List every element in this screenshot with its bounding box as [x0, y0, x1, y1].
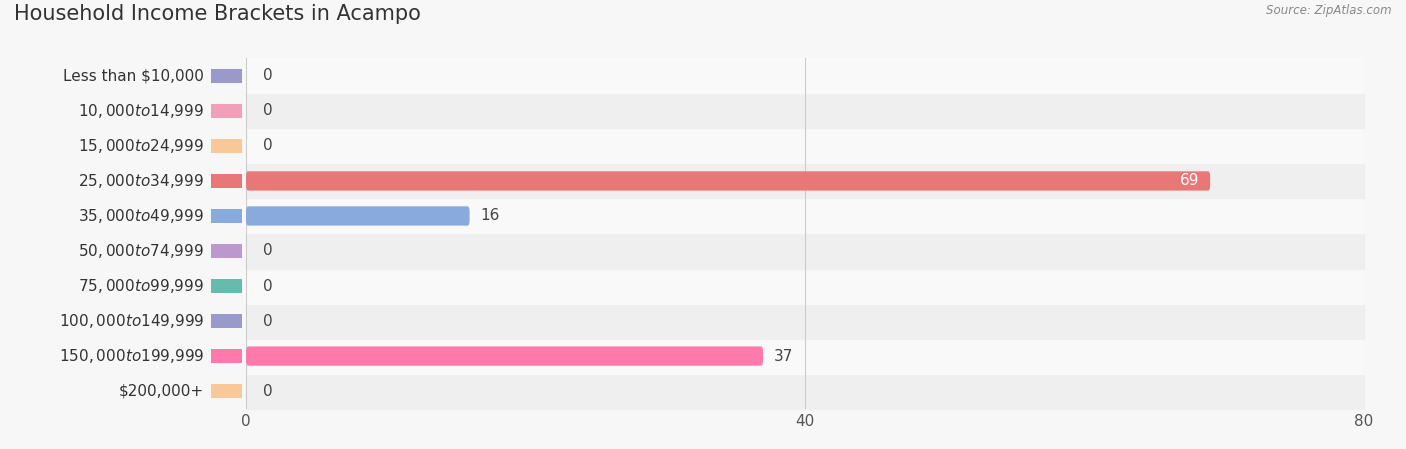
Text: 69: 69 — [1180, 173, 1199, 189]
Text: 37: 37 — [775, 348, 793, 364]
Text: Less than $10,000: Less than $10,000 — [63, 68, 204, 84]
Text: Household Income Brackets in Acampo: Household Income Brackets in Acampo — [14, 4, 420, 25]
FancyBboxPatch shape — [208, 243, 245, 259]
Bar — [246, 58, 1364, 93]
Text: 0: 0 — [263, 68, 273, 84]
Bar — [246, 374, 1364, 409]
Text: $200,000+: $200,000+ — [118, 383, 204, 399]
FancyBboxPatch shape — [208, 278, 245, 294]
Text: Source: ZipAtlas.com: Source: ZipAtlas.com — [1267, 4, 1392, 18]
Bar — [246, 163, 1364, 198]
Text: $150,000 to $199,999: $150,000 to $199,999 — [59, 347, 204, 365]
Text: $10,000 to $14,999: $10,000 to $14,999 — [77, 102, 204, 120]
FancyBboxPatch shape — [208, 348, 245, 364]
FancyBboxPatch shape — [208, 313, 245, 329]
FancyBboxPatch shape — [246, 207, 470, 225]
Bar — [246, 269, 1364, 304]
Text: 0: 0 — [263, 383, 273, 399]
Bar — [246, 198, 1364, 233]
Bar — [246, 128, 1364, 163]
Bar — [246, 93, 1364, 128]
FancyBboxPatch shape — [208, 208, 245, 224]
Text: $100,000 to $149,999: $100,000 to $149,999 — [59, 312, 204, 330]
FancyBboxPatch shape — [246, 347, 763, 365]
FancyBboxPatch shape — [246, 172, 1211, 190]
Text: $35,000 to $49,999: $35,000 to $49,999 — [77, 207, 204, 225]
Text: 0: 0 — [263, 278, 273, 294]
Bar — [246, 304, 1364, 339]
Text: $15,000 to $24,999: $15,000 to $24,999 — [77, 137, 204, 155]
Text: 0: 0 — [263, 313, 273, 329]
Text: $75,000 to $99,999: $75,000 to $99,999 — [77, 277, 204, 295]
Text: 0: 0 — [263, 243, 273, 259]
Text: 16: 16 — [481, 208, 501, 224]
Bar — [246, 339, 1364, 374]
FancyBboxPatch shape — [208, 103, 245, 119]
FancyBboxPatch shape — [208, 173, 245, 189]
Text: $50,000 to $74,999: $50,000 to $74,999 — [77, 242, 204, 260]
Text: 0: 0 — [263, 103, 273, 119]
FancyBboxPatch shape — [208, 68, 245, 84]
FancyBboxPatch shape — [208, 138, 245, 154]
FancyBboxPatch shape — [208, 383, 245, 399]
Text: 0: 0 — [263, 138, 273, 154]
Bar — [246, 233, 1364, 269]
Text: $25,000 to $34,999: $25,000 to $34,999 — [77, 172, 204, 190]
